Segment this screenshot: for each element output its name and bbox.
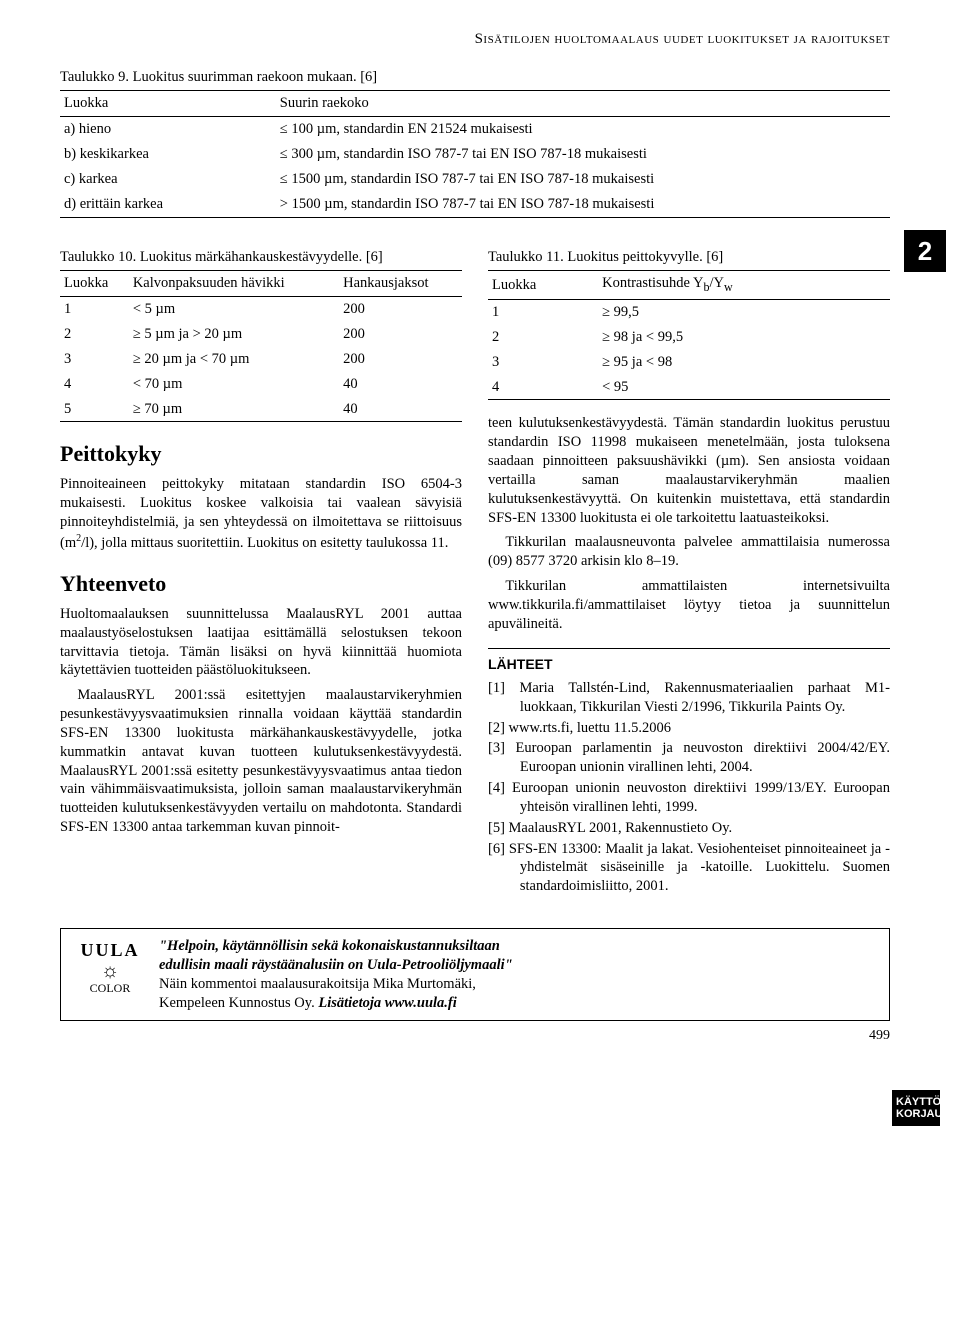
uula-brand: UULA xyxy=(75,941,145,960)
table9-head-a: Luokka xyxy=(60,91,276,117)
t11-r1c1: 1 xyxy=(488,299,598,324)
uula-logo: UULA ☼ COLOR xyxy=(75,937,145,994)
table10: Luokka Kalvonpaksuuden hävikki Hankausja… xyxy=(60,270,462,422)
ad-l4-link: Lisätietoja www.uula.fi xyxy=(318,995,456,1011)
t11-h2: Kontrastisuhde Yb/Yw xyxy=(598,271,890,300)
ref-2: [2] www.rts.fi, luettu 11.5.2006 xyxy=(520,719,890,738)
table9-caption: Taulukko 9. Luokitus suurimman raekoon m… xyxy=(60,68,890,87)
t10-r5c3: 40 xyxy=(339,397,462,422)
t11-r4c2: < 95 xyxy=(598,375,890,400)
spine-l1: KÄYTTÖ xyxy=(896,1096,941,1108)
right-p1: teen kulutuksenkestävyydestä. Tämän stan… xyxy=(488,414,890,527)
t11-h1: Luokka xyxy=(488,271,598,300)
t10-r3c1: 3 xyxy=(60,347,129,372)
table9-r3b: ≤ 1500 µm, standardin ISO 787-7 tai EN I… xyxy=(276,167,890,192)
t11-r4c1: 4 xyxy=(488,375,598,400)
table9-r4a: d) erittäin karkea xyxy=(60,192,276,217)
uula-subbrand: COLOR xyxy=(75,982,145,995)
t10-r4c2: < 70 µm xyxy=(129,372,339,397)
spine-l2: KORJAUS xyxy=(896,1108,950,1120)
t10-r1c3: 200 xyxy=(339,297,462,322)
ref-3: [3] Euroopan parlamentin ja neuvoston di… xyxy=(520,739,890,777)
table9-r4b: > 1500 µm, standardin ISO 787-7 tai EN I… xyxy=(276,192,890,217)
t10-r3c3: 200 xyxy=(339,347,462,372)
table9-r1b: ≤ 100 µm, standardin EN 21524 mukaisesti xyxy=(276,117,890,142)
t10-h2: Kalvonpaksuuden hävikki xyxy=(129,271,339,297)
right-p2: Tikkurilan maalausneuvonta palvelee amma… xyxy=(488,533,890,571)
t11-r1c2: ≥ 99,5 xyxy=(598,299,890,324)
ad-l3: Näin kommentoi maalausurakoitsija Mika M… xyxy=(159,976,476,992)
t10-r2c3: 200 xyxy=(339,322,462,347)
t10-r1c1: 1 xyxy=(60,297,129,322)
page-number: 499 xyxy=(60,1027,890,1045)
running-head: Sisätilojen huoltomaalaus uudet luokituk… xyxy=(60,30,890,50)
ref-6: [6] SFS-EN 13300: Maalit ja lakat. Vesio… xyxy=(520,840,890,897)
table9-r1a: a) hieno xyxy=(60,117,276,142)
ad-l2: edullisin maali räystäänalusiin on Uula-… xyxy=(159,957,513,973)
table11-caption: Taulukko 11. Luokitus peittokyvylle. [6] xyxy=(488,248,890,267)
heading-yhteenveto: Yhteenveto xyxy=(60,570,462,599)
t10-r5c1: 5 xyxy=(60,397,129,422)
ref-1: [1] Maria Tallstén-Lind, Rakennusmateria… xyxy=(520,679,890,717)
t11-r3c1: 3 xyxy=(488,350,598,375)
t10-r4c1: 4 xyxy=(60,372,129,397)
t10-r5c2: ≥ 70 µm xyxy=(129,397,339,422)
yht-p1: Huoltomaalauksen suunnittelussa MaalausR… xyxy=(60,605,462,680)
ad-text: "Helpoin, käytännöllisin sekä kokonaisku… xyxy=(159,937,513,1012)
ref-5: [5] MaalausRYL 2001, Rakennustieto Oy. xyxy=(520,819,890,838)
table9-r2b: ≤ 300 µm, standardin ISO 787-7 tai EN IS… xyxy=(276,142,890,167)
t10-r2c2: ≥ 5 µm ja > 20 µm xyxy=(129,322,339,347)
peitto-para: Pinnoiteaineen peittokyky mitataan stand… xyxy=(60,475,462,552)
spine-tab: KÄYTTÖ KORJAUS xyxy=(892,1090,940,1126)
ad-l4-pre: Kempeleen Kunnostus Oy. xyxy=(159,995,318,1011)
right-p3: Tikkurilan ammattilaisten internetsivuil… xyxy=(488,577,890,634)
t11-r2c1: 2 xyxy=(488,325,598,350)
ref-4: [4] Euroopan unionin neuvoston direktiiv… xyxy=(520,779,890,817)
t10-h3: Hankausjaksot xyxy=(339,271,462,297)
references: [1] Maria Tallstén-Lind, Rakennusmateria… xyxy=(488,679,890,896)
section-number-box: 2 xyxy=(904,230,946,272)
t10-r1c2: < 5 µm xyxy=(129,297,339,322)
t10-r2c1: 2 xyxy=(60,322,129,347)
ad-l1: "Helpoin, käytännöllisin sekä kokonaisku… xyxy=(159,938,500,954)
t11-r3c2: ≥ 95 ja < 98 xyxy=(598,350,890,375)
table9-head-b: Suurin raekoko xyxy=(276,91,890,117)
table10-caption: Taulukko 10. Luokitus märkähankauskestäv… xyxy=(60,248,462,267)
heading-peittokyky: Peittokyky xyxy=(60,440,462,469)
t10-r4c3: 40 xyxy=(339,372,462,397)
table9: Luokka Suurin raekoko a) hieno≤ 100 µm, … xyxy=(60,90,890,217)
uula-swirl-icon: ☼ xyxy=(75,960,145,982)
ad-box: UULA ☼ COLOR "Helpoin, käytännöllisin se… xyxy=(60,928,890,1021)
t10-h1: Luokka xyxy=(60,271,129,297)
heading-lahteet: LÄHTEET xyxy=(488,648,890,673)
table9-r2a: b) keskikarkea xyxy=(60,142,276,167)
yht-p2: MaalausRYL 2001:ssä esitettyjen maalaust… xyxy=(60,686,462,837)
t11-r2c2: ≥ 98 ja < 99,5 xyxy=(598,325,890,350)
table11: Luokka Kontrastisuhde Yb/Yw 1≥ 99,5 2≥ 9… xyxy=(488,270,890,400)
table9-r3a: c) karkea xyxy=(60,167,276,192)
t10-r3c2: ≥ 20 µm ja < 70 µm xyxy=(129,347,339,372)
